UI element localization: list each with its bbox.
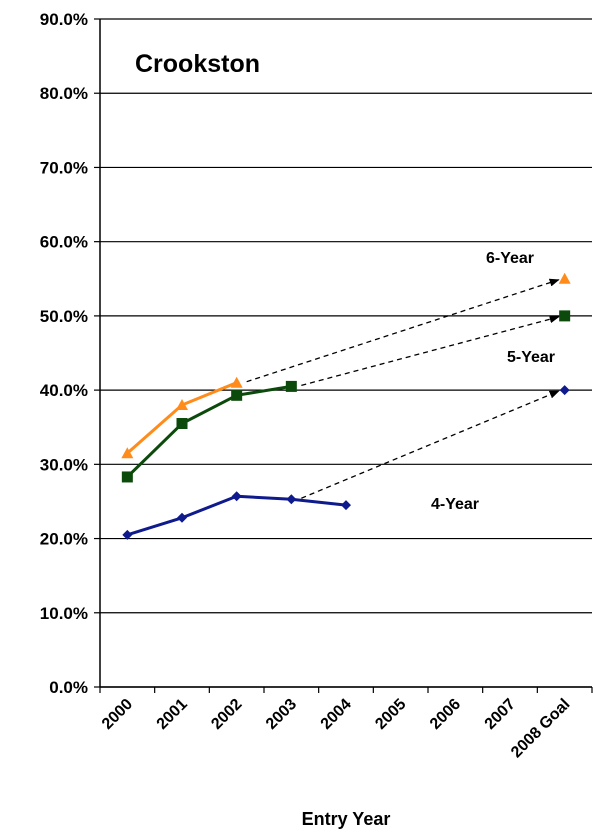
series-line [126,384,292,479]
x-tick-label: 2006 [427,696,464,733]
y-tick-label: 50.0% [40,307,88,326]
chart-title: Crookston [135,50,260,78]
goal-arrow-layer [246,278,560,499]
y-tick-label: 60.0% [40,233,88,252]
x-tick-label: 2003 [263,696,300,733]
goal-arrow [301,390,560,499]
x-tick-label: 2004 [318,696,355,733]
y-tick-label: 70.0% [40,158,88,177]
y-tick-label: 80.0% [40,84,88,103]
data-point-diamond [122,529,133,540]
y-tick-label: 20.0% [40,530,88,549]
series-label: 6-Year [486,250,534,267]
series-layer [121,272,571,540]
data-point-triangle [176,398,188,410]
axis-layer [94,18,593,693]
y-tick-label: 10.0% [40,604,88,623]
y-tick-label: 30.0% [40,455,88,474]
data-point-square [285,380,297,392]
x-tick-label: 2008 Goal [508,696,573,761]
data-point-square [559,310,571,322]
grid-layer [100,18,592,688]
series-line [126,494,347,537]
data-point-square [231,389,243,401]
goal-arrow [246,278,560,383]
y-tick-label: 90.0% [40,10,88,29]
series-label: 5-Year [507,349,555,366]
x-tick-label: 2005 [372,696,409,733]
data-point-diamond [231,491,242,502]
data-point-diamond [177,512,187,523]
data-point-square [121,471,133,483]
x-tick-label: 2000 [99,696,136,733]
y-tick-label: 0.0% [49,678,88,697]
x-tick-label: 2007 [482,696,519,733]
x-tick-label: 2002 [208,696,245,733]
y-tick-label: 40.0% [40,381,88,400]
data-point-triangle [558,272,571,284]
x-tick-label: 2001 [154,696,191,733]
data-point-square [176,418,188,430]
data-point-diamond [286,494,297,505]
data-point-triangle [230,376,243,388]
data-point-diamond [559,385,570,396]
x-axis-title: Entry Year [302,809,391,829]
data-point-triangle [121,447,134,459]
text-layer: Crookston Entry Year 0.0% 10.0% 20.0% 30.0%… [40,10,574,829]
series-line [126,381,238,455]
series-label: 4-Year [431,496,479,513]
data-point-diamond [341,500,351,511]
